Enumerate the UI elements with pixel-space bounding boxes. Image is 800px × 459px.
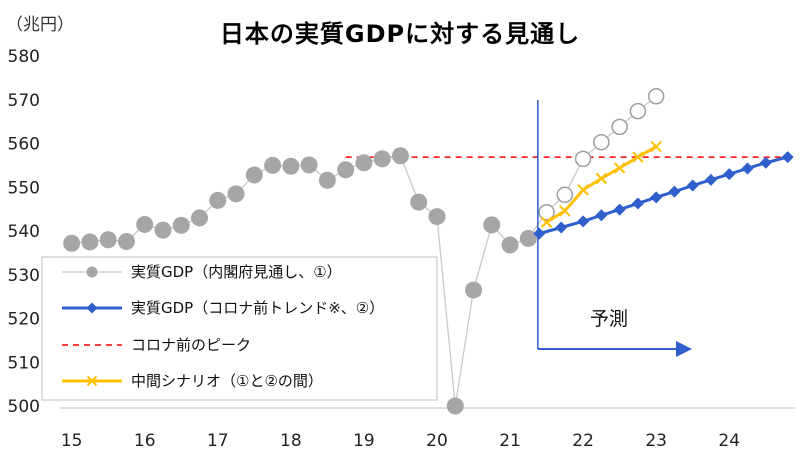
series-trend-point [650,191,663,204]
y-tick-label: 580 [8,47,40,67]
x-tick-label: 21 [499,431,521,451]
y-tick-label: 570 [8,91,40,111]
series-cabinet-forecast-point [556,186,574,203]
series-middle-point [577,184,589,196]
series-trend-point [555,221,568,234]
series-cabinet-forecast-point [629,102,647,120]
series-cabinet-point [245,166,263,184]
series-cabinet-point [337,161,355,179]
series-trend-point [723,168,736,181]
series-cabinet-point [446,397,464,415]
legend-trend-label: 実質GDP（コロナ前トレンド※、②） [131,299,384,317]
series-trend-point [631,197,644,210]
x-tick-label: 18 [280,431,302,451]
series-cabinet-point [191,209,209,227]
series-cabinet-point [519,229,537,247]
series-middle-point [632,151,644,163]
legend-peak-label: コロナ前のピーク [131,336,251,354]
legend-cabinet-marker [86,266,98,278]
y-tick-label: 550 [8,178,40,198]
series-cabinet-point [410,193,428,211]
series-cabinet-point [373,150,391,168]
series-middle-point [650,140,662,153]
series-cabinet-point [154,221,172,239]
series-cabinet-point [501,236,519,254]
series-middle-point [613,162,626,174]
series-cabinet-point [117,233,135,250]
series-cabinet-point [282,157,300,175]
series-cabinet-point [318,171,336,189]
legend-box [41,256,438,401]
x-tick-label: 17 [207,431,229,451]
y-tick-label: 530 [8,266,40,286]
legend-cabinet-label: 実質GDP（内閣府見通し、①） [131,263,342,281]
series-cabinet-point [227,185,245,203]
series-cabinet-point [300,156,318,174]
series-cabinet-point [391,147,409,165]
y-tick-label: 510 [8,353,40,373]
series-cabinet-point [209,191,227,209]
series-cabinet-point [172,216,190,234]
series-trend-point [577,215,590,228]
legend-middle-label: 中間シナリオ（①と②の間） [131,372,323,390]
x-tick-label: 19 [353,431,375,451]
series-cabinet-point [355,154,373,172]
series-cabinet-forecast-point [593,133,610,151]
series-cabinet-point [465,281,483,299]
series-cabinet-forecast-point [611,118,628,136]
series-trend-point [686,179,699,192]
x-tick-label: 22 [572,431,594,451]
legend-middle-marker [86,375,98,387]
x-tick-label: 16 [134,431,156,451]
series-cabinet-point [63,234,81,252]
forecast-label: 予測 [590,308,628,330]
series-cabinet-point [136,215,154,233]
series-cabinet-point [428,208,446,226]
series-cabinet-point [264,156,282,174]
y-tick-label: 500 [8,397,40,417]
y-axis-unit-label: （兆円） [6,15,74,35]
series-cabinet-point [483,216,501,234]
y-tick-label: 520 [8,310,40,330]
x-tick-label: 24 [718,431,740,451]
legend-trend-marker [86,302,98,314]
series-cabinet-point [81,233,99,251]
series-trend-point [668,185,681,198]
series-trend-point [613,203,626,216]
series-trend-point [595,209,608,222]
series-trend-point [704,173,717,186]
series-trend-point [781,151,794,164]
x-tick-label: 20 [426,431,448,451]
y-tick-label: 540 [8,222,40,242]
forecast-arrow-head [676,341,692,357]
series-middle-point [559,205,571,217]
series-middle-point [595,172,608,185]
series-cabinet-forecast-point [574,150,592,168]
y-tick-label: 560 [8,135,40,155]
series-cabinet-point [99,231,117,249]
x-tick-label: 15 [61,431,83,451]
x-tick-label: 23 [645,431,667,451]
series-cabinet-forecast-point [647,88,665,105]
series-trend-point [759,156,772,169]
series-cabinet-forecast-point [538,203,555,221]
series-trend-point [533,227,546,240]
series-trend-point [741,162,754,175]
chart-title: 日本の実質GDPに対する見通し [219,20,581,48]
series-middle-point [540,216,553,228]
